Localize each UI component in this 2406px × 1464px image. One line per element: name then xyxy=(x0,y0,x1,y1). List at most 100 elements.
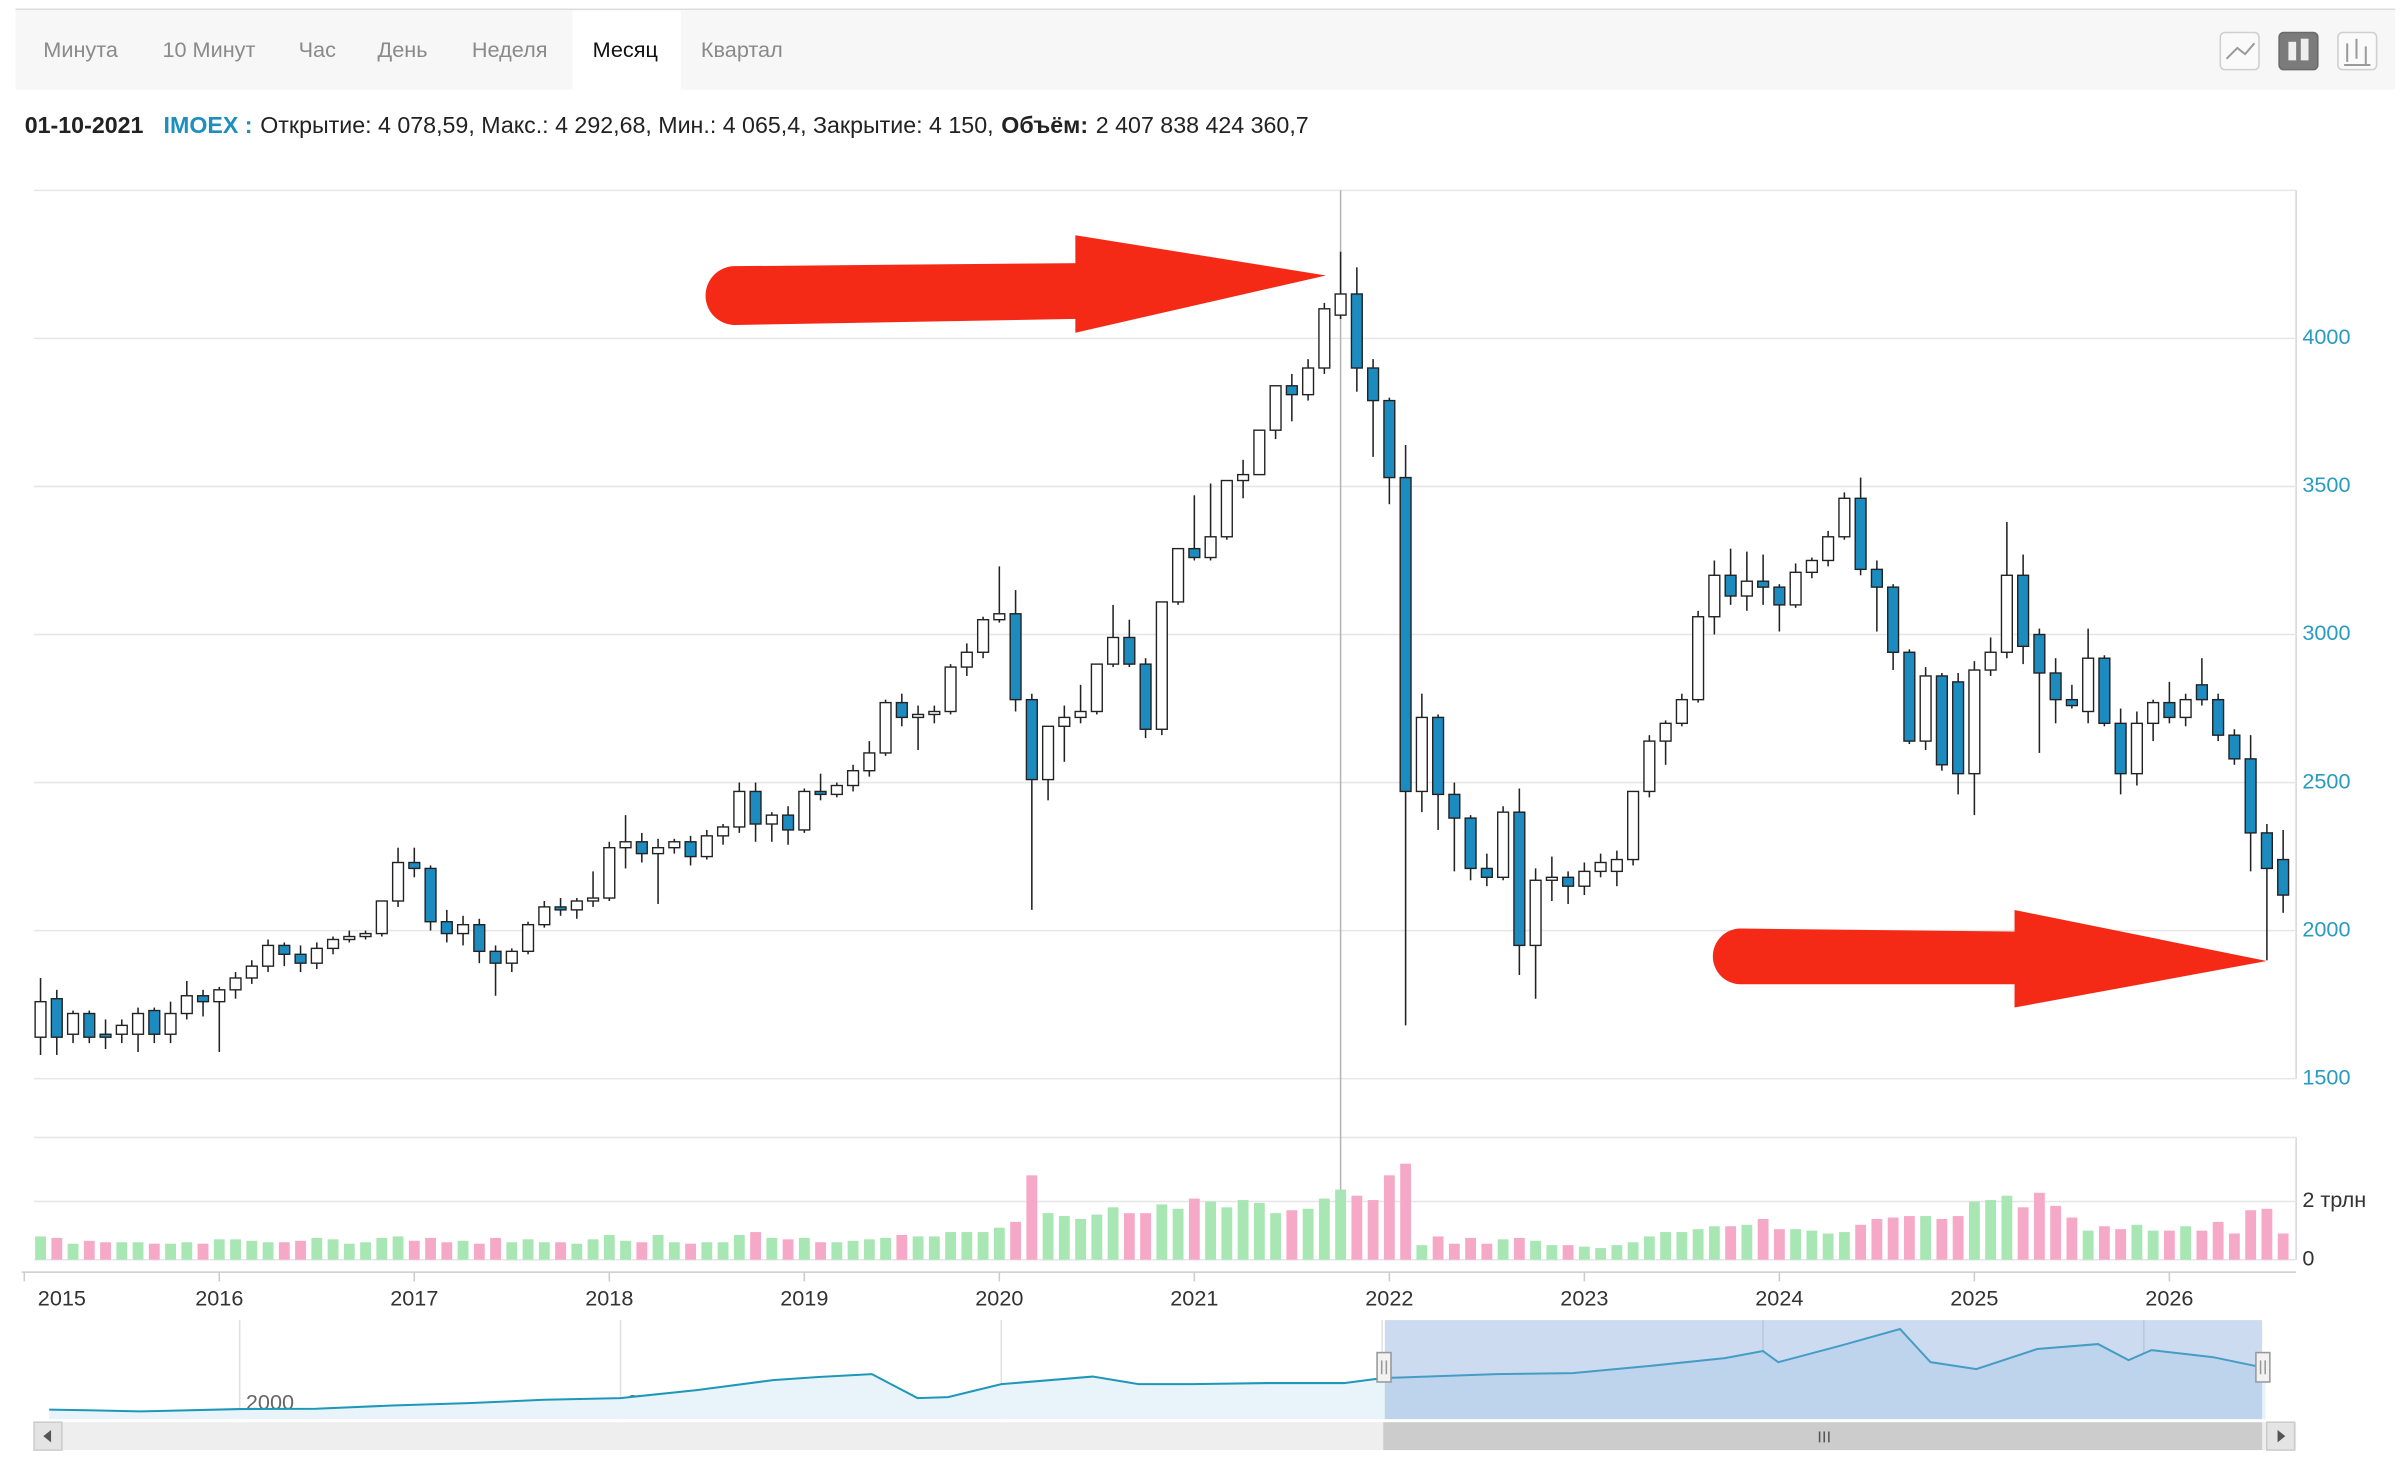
volume-bar xyxy=(311,1237,323,1260)
handle-grip xyxy=(1380,1360,1388,1375)
tab[interactable]: Минута xyxy=(43,37,119,62)
volume-bar xyxy=(766,1237,778,1260)
x-tick-label: 2015 xyxy=(38,1286,86,1311)
candle-body xyxy=(278,944,291,955)
volume-bar xyxy=(197,1243,209,1260)
volume-bar xyxy=(993,1227,1005,1260)
volume-bar xyxy=(2212,1221,2224,1260)
candle-body xyxy=(83,1012,96,1038)
candle-body xyxy=(2260,832,2274,870)
volume-bar xyxy=(1936,1218,1948,1260)
candle-body xyxy=(1545,876,1558,881)
volume-bar xyxy=(67,1243,79,1260)
volume-bars xyxy=(35,1163,2289,1260)
candle-body xyxy=(326,938,340,950)
navigator-handle-left[interactable] xyxy=(1376,1351,1392,1383)
volume-bar xyxy=(961,1232,973,1260)
y-tick-label: 4000 xyxy=(2302,324,2350,349)
volume-bar xyxy=(1692,1229,1704,1260)
candle-body xyxy=(1822,536,1835,562)
volume-bar xyxy=(750,1232,761,1260)
candle-body xyxy=(668,841,681,849)
info-date: 01-10-2021 xyxy=(25,112,144,138)
y-tick-label: 1500 xyxy=(2302,1064,2350,1089)
navigator-handle-right[interactable] xyxy=(2255,1351,2271,1383)
volume-bar xyxy=(685,1243,696,1260)
volume-bar xyxy=(1416,1245,1428,1260)
candle-body xyxy=(1757,580,1770,588)
volume-bar xyxy=(896,1234,908,1260)
candle-body xyxy=(1773,586,1786,606)
volume-bar xyxy=(1578,1246,1590,1260)
candle-body xyxy=(1301,367,1315,396)
candle-body xyxy=(424,867,437,923)
volume-bar xyxy=(1091,1214,1103,1260)
candle-body xyxy=(603,846,616,899)
volume-bar xyxy=(392,1236,404,1260)
candle-body xyxy=(50,998,63,1038)
candle-glyph xyxy=(2300,38,2309,61)
volume-bar xyxy=(1757,1218,1769,1260)
volume-bar xyxy=(1172,1208,1184,1260)
scrollbar-thumb[interactable] xyxy=(1383,1422,2263,1451)
volume-bar xyxy=(1270,1213,1282,1260)
candle-body xyxy=(1610,858,1623,873)
volume-bar xyxy=(1611,1245,1623,1260)
tab[interactable]: 10 Минут xyxy=(162,37,255,62)
arrow-head-top xyxy=(1075,235,1327,333)
candle-body xyxy=(554,906,567,911)
volume-bar xyxy=(1741,1224,1753,1260)
tab[interactable]: День xyxy=(378,37,428,62)
tabs: Минута 10 Минут Час День Неделя Месяц Квартал xyxy=(43,10,783,90)
candle-body xyxy=(164,1012,177,1035)
volume-bar xyxy=(506,1242,518,1260)
navigator-area xyxy=(49,1329,2266,1420)
candle-body xyxy=(521,923,535,953)
candle-body xyxy=(1123,636,1136,665)
candle-body xyxy=(2082,657,2095,713)
volume-bar xyxy=(473,1243,485,1260)
candle-body xyxy=(213,989,226,1003)
candle-body xyxy=(895,701,908,719)
candle-body xyxy=(1594,861,1607,873)
candle-chart-icon[interactable] xyxy=(2278,31,2319,71)
tab[interactable]: Квартал xyxy=(701,37,783,62)
candle-body xyxy=(2147,701,2160,725)
navigator-selection[interactable] xyxy=(1384,1320,2263,1420)
volume-bar xyxy=(2050,1205,2062,1260)
volume-bar xyxy=(2001,1195,2013,1260)
volume-bar xyxy=(360,1242,371,1260)
candle-body xyxy=(1285,385,1298,396)
volume-bar xyxy=(425,1237,436,1260)
candles xyxy=(34,251,2290,1055)
candle-body xyxy=(798,790,811,831)
volume-bar xyxy=(798,1237,810,1260)
volume-bar xyxy=(1351,1195,1363,1260)
active-tab[interactable]: Месяц xyxy=(593,37,658,62)
candle-body xyxy=(1968,669,1981,775)
candle-body xyxy=(911,713,925,719)
volume-bar xyxy=(1595,1248,1607,1260)
x-tick-label: 2025 xyxy=(1950,1286,1998,1311)
thumb-grip xyxy=(1818,1431,1830,1443)
candle-body xyxy=(814,790,827,796)
info-volume: 2 407 838 424 360,7 xyxy=(1096,112,1309,138)
annotation-arrows xyxy=(705,235,2267,1008)
volume-bar xyxy=(1448,1243,1460,1260)
candle-body xyxy=(2114,722,2127,775)
x-tick-label: 2021 xyxy=(1170,1286,1218,1311)
candle-body xyxy=(1578,870,1591,887)
volume-bar xyxy=(1188,1198,1200,1260)
tab[interactable]: Час xyxy=(299,37,336,62)
y-tick-label: 2500 xyxy=(2302,768,2350,793)
candle-body xyxy=(343,935,356,941)
candle-body xyxy=(1692,616,1705,701)
candle-body xyxy=(830,784,843,796)
volume-bar xyxy=(928,1236,940,1260)
volume-tick-label: 2 трлн xyxy=(2302,1187,2366,1212)
volume-bar xyxy=(587,1239,599,1260)
candle-body xyxy=(1431,716,1445,796)
candle-body xyxy=(489,950,502,964)
tab[interactable]: Неделя xyxy=(472,37,548,62)
